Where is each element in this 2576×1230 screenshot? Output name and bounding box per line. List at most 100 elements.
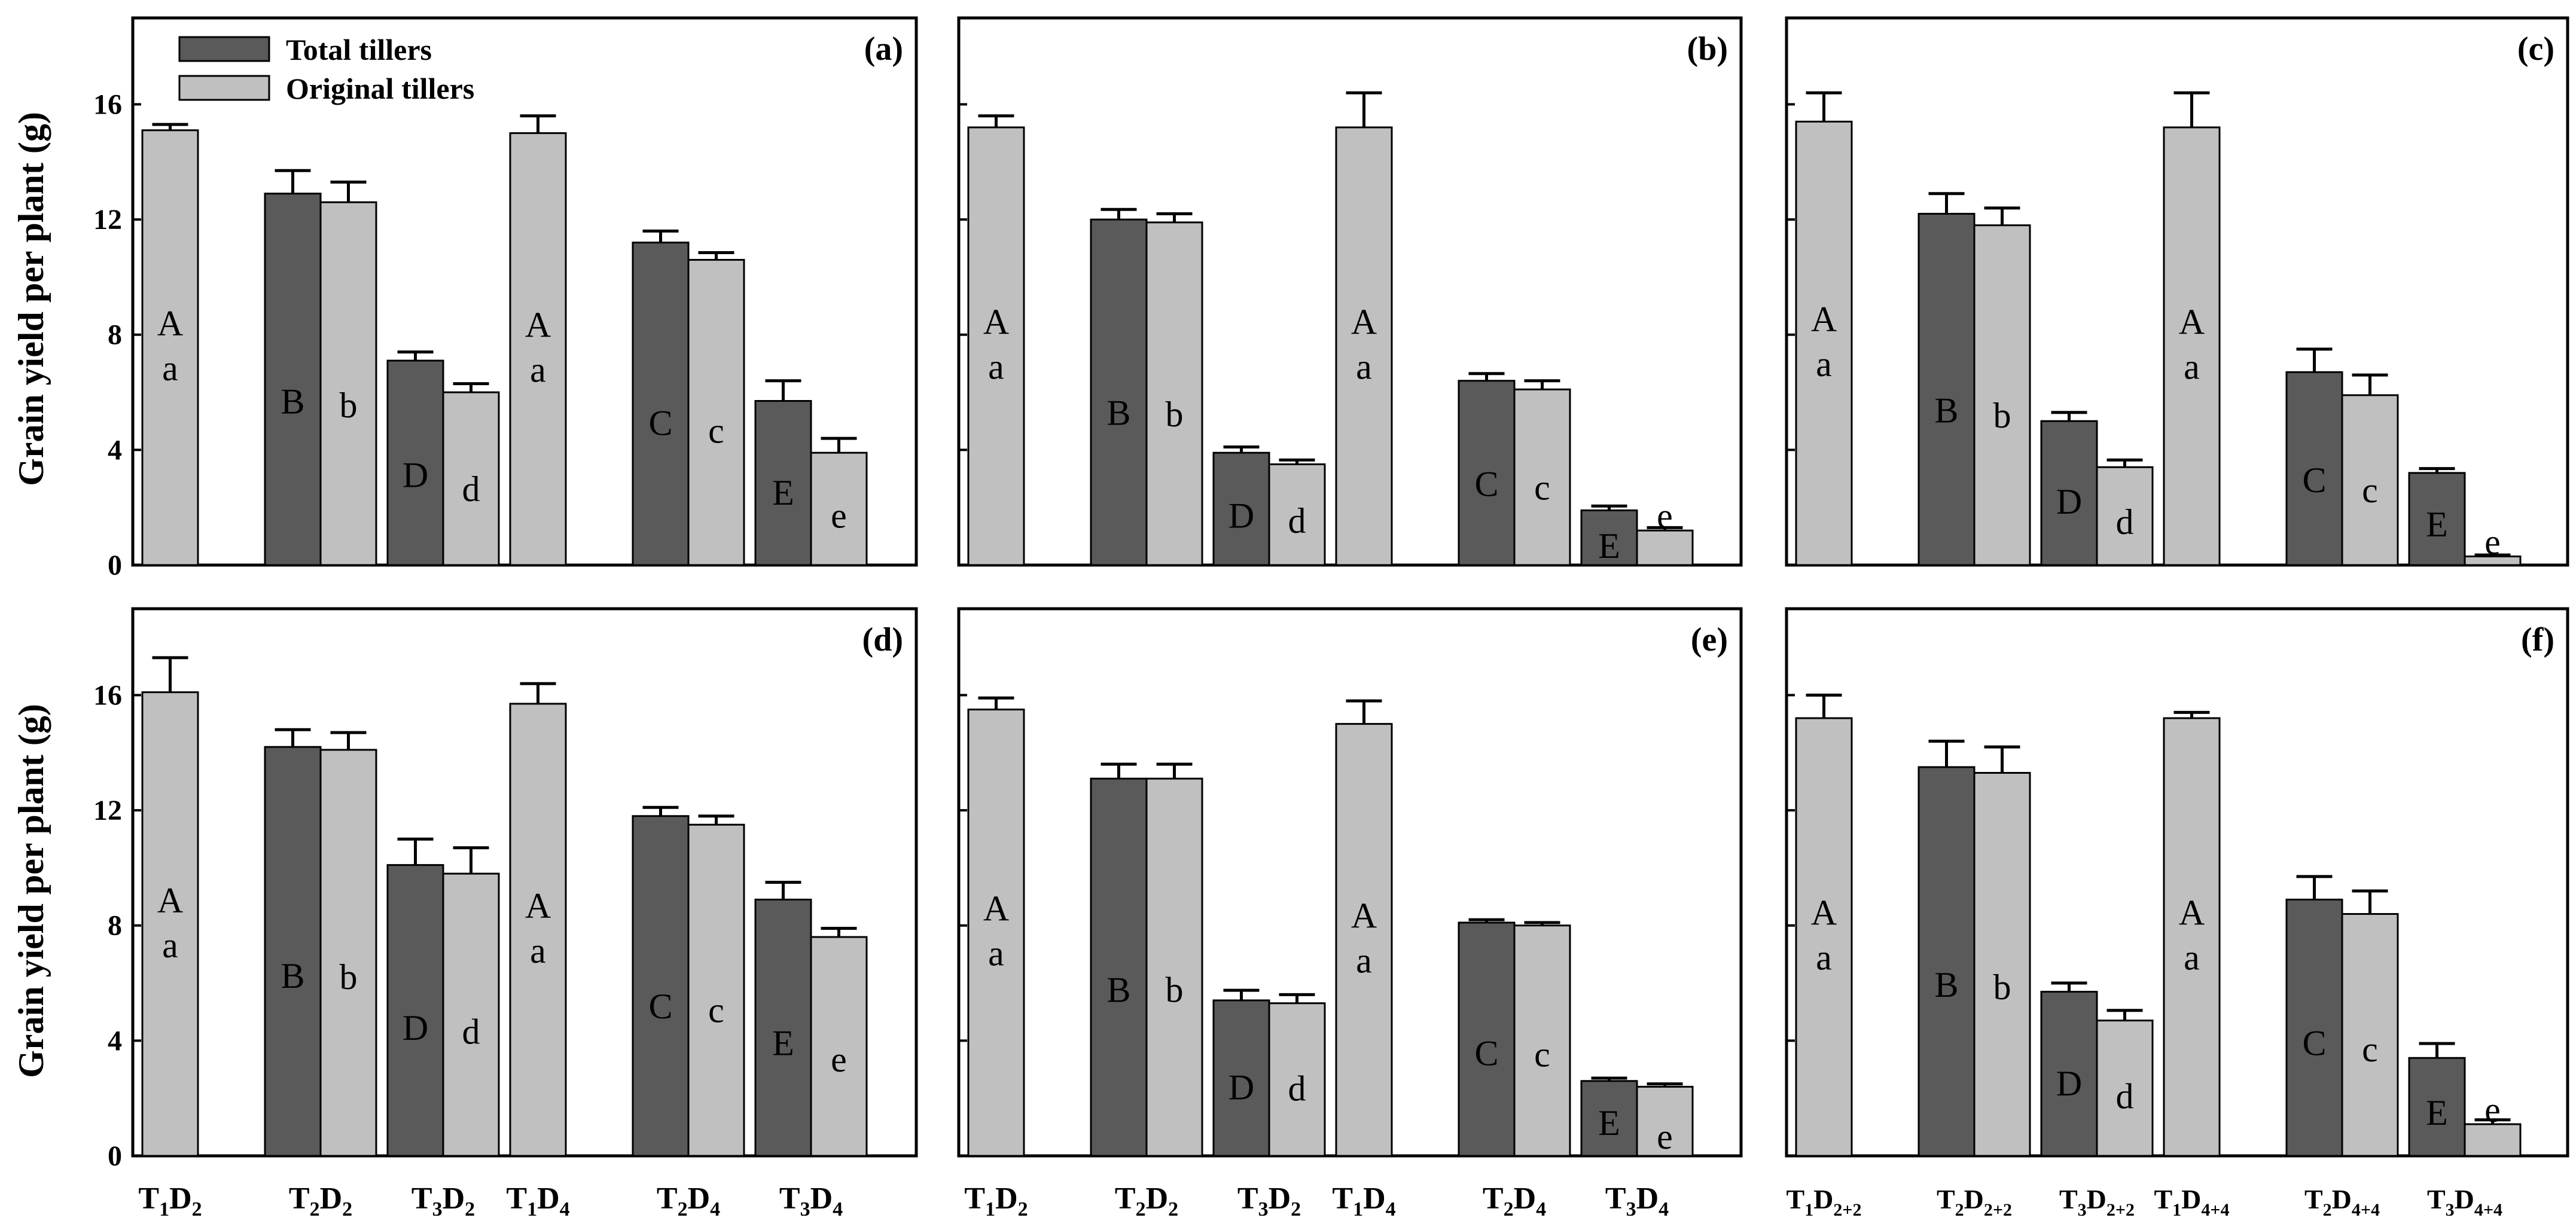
bar-original [810,451,868,566]
panel-label: (d) [862,621,903,658]
significance-letter-upper: A [983,303,1009,342]
significance-letter-lower: c [1534,468,1550,508]
significance-letter-upper: C [1474,464,1498,503]
significance-letter-lower: c [708,990,724,1030]
significance-letter-upper: E [2426,505,2448,544]
x-tick-label-text: T [138,1182,159,1216]
panel-label: (b) [1687,30,1728,68]
significance-letter-upper: B [281,956,304,996]
y-tick-label: 4 [108,434,122,466]
x-tick-label-text: T [1332,1182,1353,1216]
x-tick-label-subscript: 3 [2078,1200,2087,1220]
x-tick-label-text: T [289,1182,310,1216]
bar-total [2408,472,2466,566]
x-tick-label-text: D [2332,1184,2352,1214]
x-tick-label: T2D2 [1115,1182,1178,1220]
x-tick-label-subscript: 4 [1536,1198,1546,1220]
bar-original [1513,388,1571,566]
significance-letter-lower: a [988,934,1004,973]
significance-letter-upper: A [983,889,1009,929]
x-tick-label-text: T [2059,1184,2078,1214]
x-tick-label-subscript: 2+2 [1984,1200,2012,1220]
significance-letter-upper: E [772,1023,794,1063]
y-tick-label: 12 [93,204,122,236]
significance-letter-upper: A [2179,893,2205,933]
significance-letter-upper: B [1106,970,1130,1009]
y-tick-label: 12 [93,795,122,826]
bar-original [1636,1085,1694,1157]
x-tick-label-subscript: 2 [310,1198,320,1220]
bar-original [141,691,199,1157]
x-tick-label-text: D [320,1182,343,1216]
panel-a: 0 4 8 12 16 (a) Aa B b D d Aa C c Ee [93,16,918,581]
significance-letter-lower: a [1816,938,1832,978]
x-tick-label-subscript: 4+4 [2474,1200,2502,1220]
significance-letter-lower: d [1288,501,1306,541]
bar-original [2096,466,2154,566]
x-tick-label-subscript: 3 [432,1198,443,1220]
bar-total [2040,991,2098,1157]
significance-letter-upper: E [1598,526,1620,566]
bar-total [1917,212,1976,566]
significance-letter-upper: A [157,881,183,920]
x-tick-label-text: D [2455,1184,2474,1214]
bar-original [967,709,1025,1157]
bar-original [1335,723,1393,1157]
bar-original [810,936,868,1157]
significance-letter-lower: d [2116,502,2134,542]
bar-total [386,359,444,566]
x-tick-label-subscript: 2 [2323,1200,2332,1220]
x-tick-label-subscript: 3 [2446,1200,2455,1220]
bar-total [1580,509,1638,566]
x-tick-label-text: D [2181,1184,2201,1214]
x-tick-label-subscript: 1 [527,1198,537,1220]
x-tick-label-subscript: 2 [1018,1198,1028,1220]
significance-letter-lower: d [462,1012,480,1051]
significance-letter-lower: b [340,957,358,997]
significance-letter-upper: C [2302,460,2326,500]
bar-total [1580,1080,1638,1157]
bar-original [967,126,1025,566]
x-tick-label: T1D4 [1332,1182,1395,1220]
x-tick-label-subscript: 3 [1626,1198,1636,1220]
bar-total [386,864,444,1157]
bar-original [1795,120,1853,566]
bar-original [2163,717,2221,1157]
x-tick-label: T2D4 [1483,1182,1546,1220]
x-tick-label: T2D2+2 [1937,1184,2012,1220]
significance-letter-lower: e [1657,496,1673,536]
significance-letter-lower: e [831,496,847,535]
x-tick-label-text: T [1605,1182,1626,1216]
significance-letter-lower: a [162,349,178,388]
significance-letter-lower: c [708,411,724,450]
x-tick-label-text: T [411,1182,432,1216]
x-tick-label-subscript: 1 [2172,1200,2181,1220]
bar-original [1268,463,1326,566]
bar-total [1212,999,1270,1157]
x-tick-label-text: D [443,1182,465,1216]
significance-letter-upper: A [1811,300,1837,339]
x-tick-label: T1D4 [506,1182,569,1220]
significance-letter-upper: A [157,304,183,343]
x-tick-label-text: T [1786,1184,1804,1214]
significance-letter-lower: a [1816,344,1832,384]
significance-letter-upper: D [1228,496,1254,535]
x-tick-label: T2D2 [289,1182,352,1220]
significance-letter-lower: a [988,347,1004,387]
bar-total [754,898,812,1157]
x-tick-label-subscript: 4+4 [2352,1200,2380,1220]
x-tick-label-text: T [1237,1182,1258,1216]
significance-letter-lower: c [1534,1034,1550,1074]
x-tick-label: T2D4+4 [2304,1184,2380,1220]
significance-letter-lower: a [530,931,546,970]
bar-original [1636,529,1694,566]
x-tick-label-subscript: 4 [1659,1198,1669,1220]
bar-original [1145,221,1203,566]
significance-letter-lower: b [340,386,358,425]
significance-letter-upper: C [648,404,672,443]
significance-letter-lower: d [462,469,480,509]
significance-letter-lower: b [1993,396,2011,435]
x-tick-label-text: T [779,1182,800,1216]
